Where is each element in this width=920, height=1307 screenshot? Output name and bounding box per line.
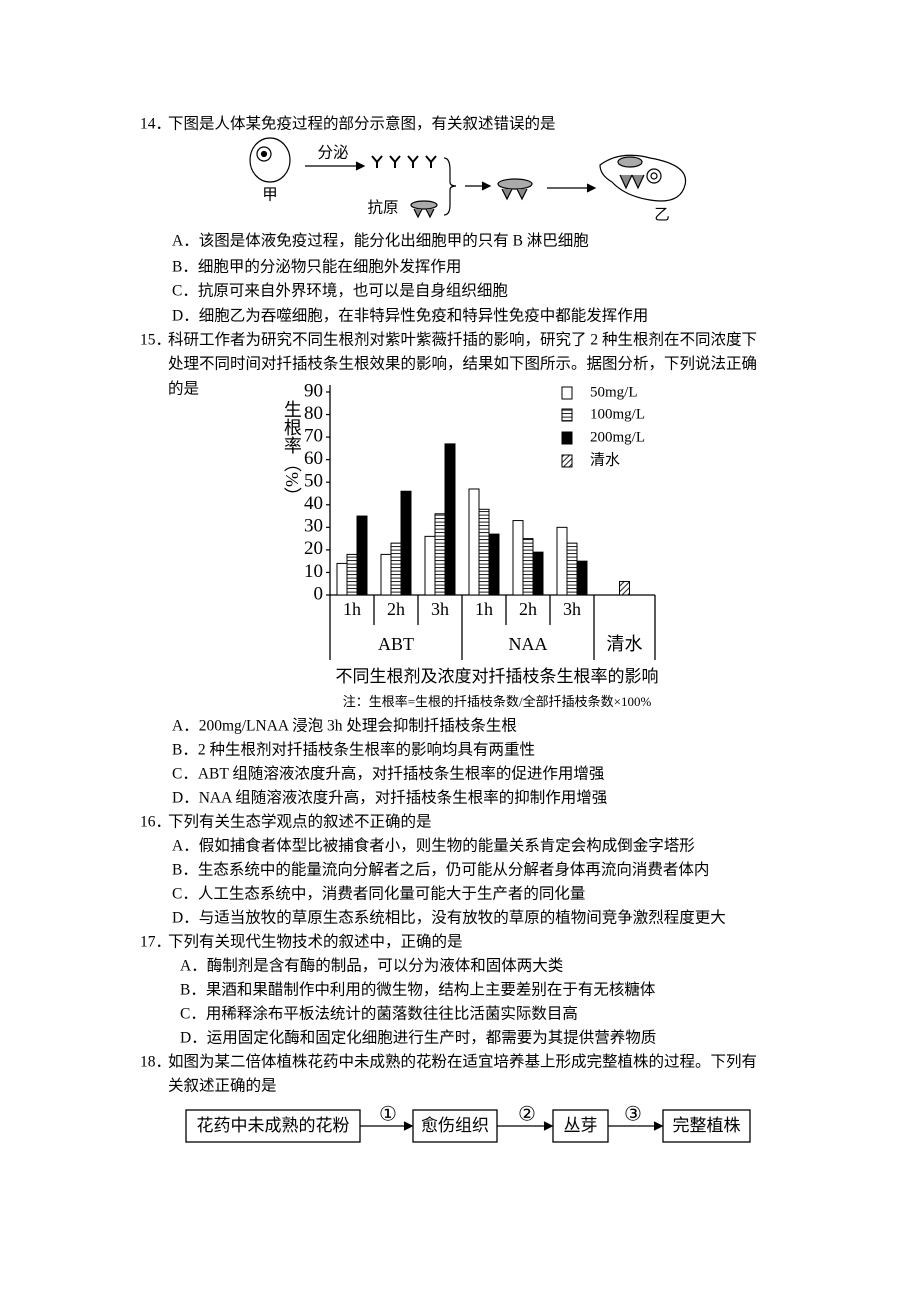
flow-arrow-label: ③ <box>624 1104 642 1126</box>
option: A．200mg/LNAA 浸泡 3h 处理会抑制扦插枝条生根 <box>172 717 517 735</box>
option: C．人工生态系统中，消费者同化量可能大于生产者的同化量 <box>172 885 585 903</box>
y-axis-label: 生根率（%） <box>282 400 302 505</box>
y-tick-label: 90 <box>304 380 323 401</box>
option: A．该图是体液免疫过程，能分化出细胞甲的只有 B 淋巴细胞 <box>172 232 589 250</box>
bar <box>380 553 392 596</box>
option: B．细胞甲的分泌物只能在细胞外发挥作用 <box>172 258 461 276</box>
group-label: NAA <box>509 634 548 654</box>
bar <box>576 560 588 596</box>
group-label: ABT <box>378 634 414 654</box>
x-tick-label: 1h <box>475 599 493 619</box>
legend-swatch <box>561 386 573 400</box>
cell-b-label: 乙 <box>654 207 670 224</box>
bar <box>434 513 446 596</box>
bar <box>522 538 534 596</box>
bar <box>444 443 456 596</box>
option: B．2 种生根剂对扦插枝条生根率的影响均具有两重性 <box>172 741 535 759</box>
bar <box>566 542 578 596</box>
legend-label: 100mg/L <box>590 406 645 422</box>
y-tick-label: 10 <box>304 561 323 582</box>
y-tick-label: 30 <box>304 516 323 537</box>
bar <box>424 535 436 596</box>
question-number: 15． <box>140 332 171 349</box>
group-label: 清水 <box>607 634 643 654</box>
immune-diagram <box>249 137 687 219</box>
question-stem: 如图为某二倍体植株花药中未成熟的花粉在适宜培养基上形成完整植株的过程。下列有 <box>168 1053 757 1071</box>
bar <box>556 526 568 596</box>
y-tick-label: 0 <box>314 583 324 604</box>
option: C．用稀释涂布平板法统计的菌落数往往比活菌实际数目高 <box>180 1005 578 1023</box>
legend-swatch <box>561 431 573 445</box>
x-tick-label: 2h <box>519 599 537 619</box>
option: C．ABT 组随溶液浓度升高，对扦插枝条生根率的促进作用增强 <box>172 765 604 783</box>
flow-step: 愈伤组织 <box>421 1116 489 1135</box>
chart-title: 不同生根剂及浓度对扦插枝条生根率的影响 <box>336 667 659 686</box>
x-tick-label: 1h <box>343 599 361 619</box>
y-tick-label: 40 <box>304 493 323 514</box>
option: B．果酒和果醋制作中利用的微生物，结构上主要差别在于有无核糖体 <box>180 981 656 999</box>
legend-swatch <box>561 408 573 422</box>
bar <box>532 551 544 596</box>
legend-swatch <box>561 454 573 468</box>
legend-label: 200mg/L <box>590 429 645 445</box>
question-stem: 下列有关生态学观点的叙述不正确的是 <box>168 813 432 831</box>
question-stem: 关叙述正确的是 <box>168 1077 277 1095</box>
flow-arrow-label: ① <box>379 1104 397 1126</box>
option: D．运用固定化酶和固定化细胞进行生产时，都需要为其提供营养物质 <box>180 1029 656 1047</box>
x-tick-label: 3h <box>563 599 581 619</box>
bar <box>512 520 524 596</box>
bar <box>619 580 630 596</box>
legend-label: 清水 <box>590 451 620 468</box>
x-tick-label: 3h <box>431 599 449 619</box>
flow-step: 花药中未成熟的花粉 <box>197 1115 350 1135</box>
legend-label: 50mg/L <box>590 384 638 400</box>
antigen-label: 抗原 <box>367 199 398 217</box>
cell-a-label: 甲 <box>262 187 278 204</box>
bar <box>336 562 348 596</box>
y-tick-label: 60 <box>304 448 323 469</box>
option: D．与适当放牧的草原生态系统相比，没有放牧的草原的植物间竞争激烈程度更大 <box>172 909 726 927</box>
secrete-label: 分泌 <box>317 144 348 162</box>
bar <box>400 490 412 596</box>
bar <box>478 508 490 596</box>
y-tick-label: 80 <box>304 403 323 424</box>
flow-arrow-label: ② <box>518 1104 536 1126</box>
option: A．假如捕食者体型比被捕食者小，则生物的能量关系肯定会构成倒金字塔形 <box>172 837 695 855</box>
question-stem: 下图是人体某免疫过程的部分示意图，有关叙述错误的是 <box>168 114 556 133</box>
bar <box>390 542 402 596</box>
y-tick-label: 20 <box>304 538 323 559</box>
flow-step: 丛芽 <box>564 1116 598 1135</box>
question-stem: 的是 <box>168 380 199 398</box>
bar <box>356 515 368 596</box>
y-tick-label: 70 <box>304 425 323 446</box>
flow-frame <box>185 1109 751 1143</box>
question-stem: 下列有关现代生物技术的叙述中，正确的是 <box>168 933 463 951</box>
question-stem: 科研工作者为研究不同生根剂对紫叶紫薇扦插的影响，研究了 2 种生根剂在不同浓度下 <box>168 331 757 349</box>
bar <box>468 488 480 596</box>
question-number: 18． <box>140 1054 171 1071</box>
option: A．酶制剂是含有酶的制品，可以分为液体和固体两大类 <box>180 957 563 975</box>
x-tick-label: 2h <box>387 599 405 619</box>
bar <box>488 533 500 596</box>
bar <box>346 553 358 596</box>
option: C．抗原可来自外界环境，也可以是自身组织细胞 <box>172 281 508 300</box>
question-number: 16． <box>140 814 171 831</box>
chart-note: 注：生根率=生根的扦插枝条数/全部扦插枝条数×100% <box>343 694 652 709</box>
option: D．细胞乙为吞噬细胞，在非特异性免疫和特异性免疫中都能发挥作用 <box>172 307 648 325</box>
question-stem: 处理不同时间对扦插枝条生根效果的影响，结果如下图所示。据图分析，下列说法正确 <box>168 355 757 373</box>
flow-step: 完整植株 <box>673 1116 741 1135</box>
question-number: 17． <box>140 934 171 951</box>
option: D．NAA 组随溶液浓度升高，对扦插枝条生根率的抑制作用增强 <box>172 789 607 807</box>
y-tick-label: 50 <box>304 471 323 492</box>
option: B．生态系统中的能量流向分解者之后，仍可能从分解者身体再流向消费者体内 <box>172 861 709 879</box>
question-number: 14． <box>140 116 171 133</box>
